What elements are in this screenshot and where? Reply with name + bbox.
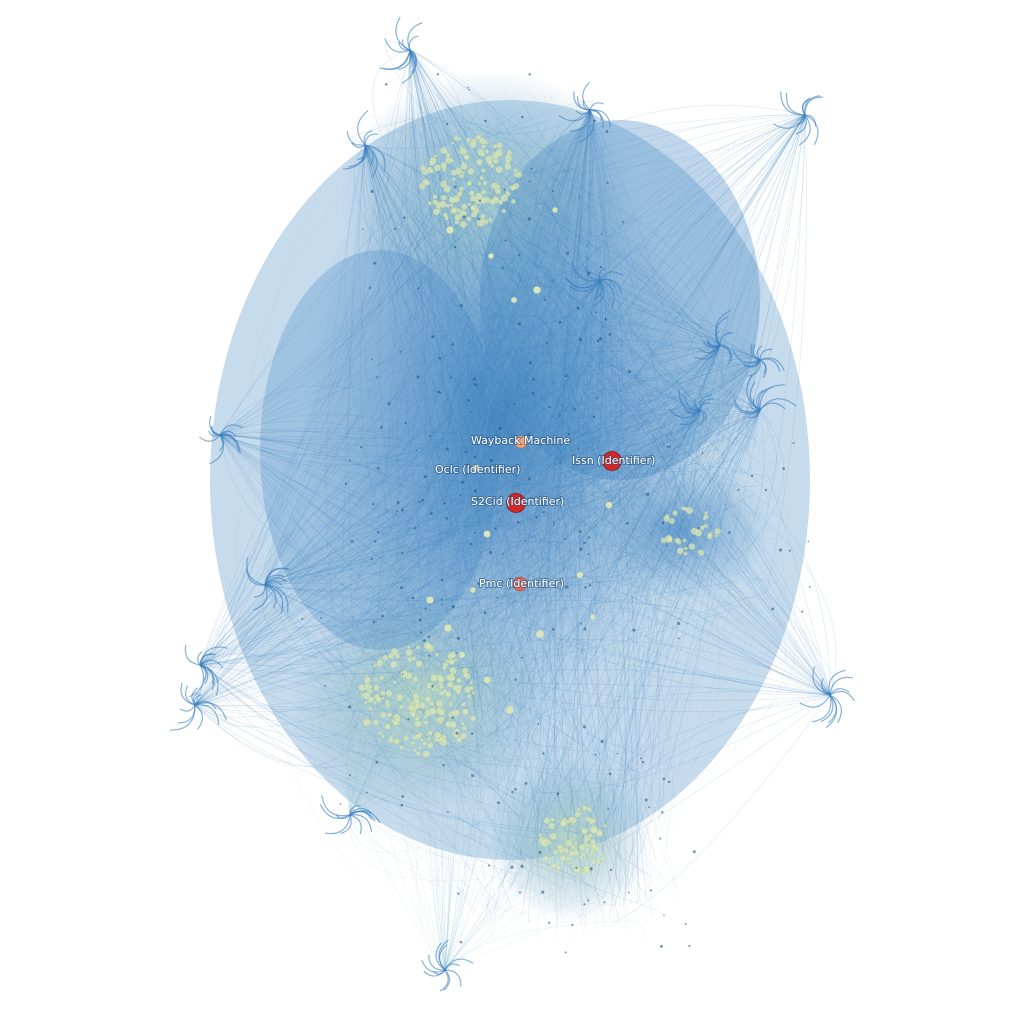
wayback-machine-node[interactable] xyxy=(514,435,528,449)
s2cid-label: S2Cid (Identifier) xyxy=(471,495,564,508)
s2cid-node[interactable] xyxy=(506,493,526,513)
issn-label: Issn (Identifier) xyxy=(572,454,655,467)
pmc-label: Pmc (Identifier) xyxy=(479,577,564,590)
oclc-label: Oclc (Identifier) xyxy=(435,463,520,476)
edge-cloud xyxy=(210,70,810,920)
oclc-node[interactable] xyxy=(472,464,480,472)
cluster-nodes xyxy=(301,73,811,954)
wayback-machine-label: Wayback Machine xyxy=(471,434,570,447)
edge-lines xyxy=(169,16,856,992)
issn-node[interactable] xyxy=(602,451,622,471)
hub-labels: Wayback Machine Oclc (Identifier) Issn (… xyxy=(434,433,656,591)
hub-nodes xyxy=(472,435,622,592)
pmc-node[interactable] xyxy=(512,576,528,592)
